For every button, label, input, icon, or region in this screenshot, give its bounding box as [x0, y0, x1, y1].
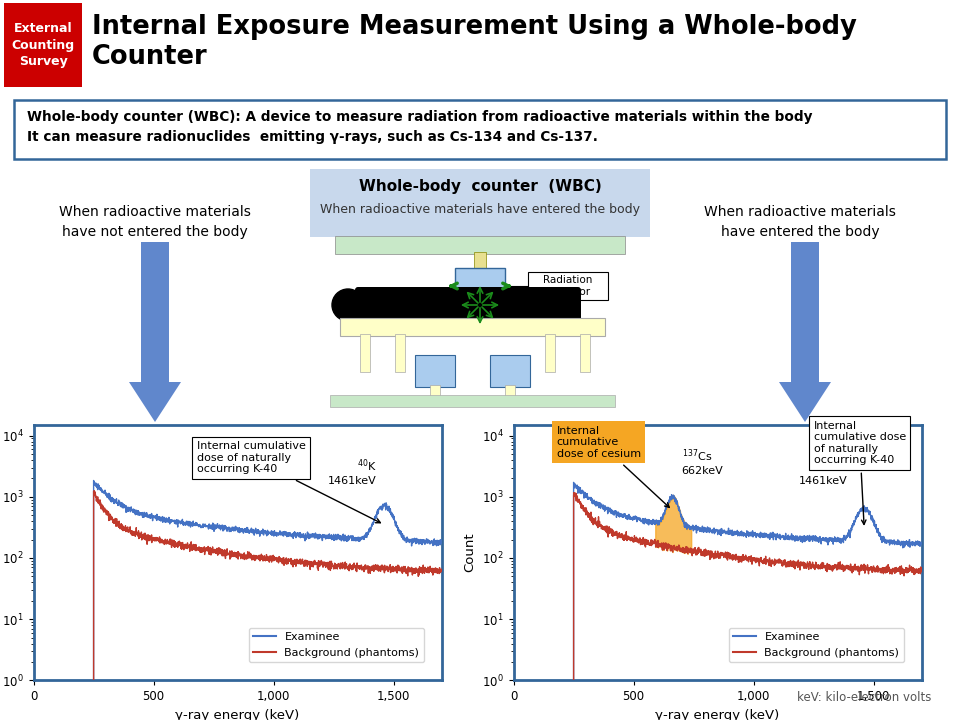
FancyBboxPatch shape: [4, 3, 82, 87]
Text: When radioactive materials
have not entered the body: When radioactive materials have not ente…: [60, 205, 251, 239]
Text: Whole-body  counter  (WBC): Whole-body counter (WBC): [359, 179, 601, 194]
Legend: Examinee, Background (phantoms): Examinee, Background (phantoms): [729, 628, 903, 662]
Text: $^{40}$K
1461keV: $^{40}$K 1461keV: [328, 458, 376, 486]
Circle shape: [332, 289, 364, 321]
X-axis label: γ-ray energy (keV): γ-ray energy (keV): [656, 708, 780, 720]
Text: Internal
cumulative dose
of naturally
occurring K-40: Internal cumulative dose of naturally oc…: [813, 420, 906, 524]
FancyBboxPatch shape: [415, 355, 455, 387]
FancyBboxPatch shape: [455, 268, 505, 304]
FancyBboxPatch shape: [545, 334, 555, 372]
Text: Internal Exposure Measurement Using a Whole-body
Counter: Internal Exposure Measurement Using a Wh…: [92, 14, 856, 70]
FancyBboxPatch shape: [528, 272, 608, 300]
FancyBboxPatch shape: [474, 252, 486, 292]
FancyBboxPatch shape: [141, 242, 169, 382]
FancyBboxPatch shape: [395, 334, 405, 372]
Text: External
Counting
Survey: External Counting Survey: [12, 22, 75, 68]
FancyBboxPatch shape: [580, 334, 590, 372]
FancyBboxPatch shape: [791, 242, 819, 382]
Text: When radioactive materials have entered the body: When radioactive materials have entered …: [320, 204, 640, 217]
FancyBboxPatch shape: [340, 318, 605, 336]
Polygon shape: [129, 382, 181, 422]
FancyBboxPatch shape: [335, 236, 625, 254]
Text: $^{40}$K
1461keV: $^{40}$K 1461keV: [799, 458, 847, 486]
Text: When radioactive materials
have entered the body: When radioactive materials have entered …: [704, 205, 896, 239]
Text: Internal cumulative
dose of naturally
occurring K-40: Internal cumulative dose of naturally oc…: [197, 441, 380, 523]
X-axis label: γ-ray energy (keV): γ-ray energy (keV): [176, 708, 300, 720]
FancyBboxPatch shape: [14, 100, 946, 159]
Polygon shape: [779, 382, 831, 422]
Text: keV: kilo-electron volts: keV: kilo-electron volts: [797, 691, 931, 704]
Text: Internal
cumulative
dose of cesium: Internal cumulative dose of cesium: [557, 426, 669, 508]
Text: Radiation
detector: Radiation detector: [543, 275, 592, 297]
FancyBboxPatch shape: [310, 169, 650, 237]
FancyBboxPatch shape: [490, 355, 530, 387]
FancyBboxPatch shape: [330, 395, 615, 407]
Legend: Examinee, Background (phantoms): Examinee, Background (phantoms): [249, 628, 423, 662]
FancyBboxPatch shape: [355, 287, 581, 323]
FancyBboxPatch shape: [430, 385, 440, 397]
Y-axis label: Count: Count: [464, 533, 476, 572]
FancyBboxPatch shape: [505, 385, 515, 397]
Text: Whole-body counter (WBC): A device to measure radiation from radioactive materia: Whole-body counter (WBC): A device to me…: [27, 110, 812, 144]
Text: $^{137}$Cs
662keV: $^{137}$Cs 662keV: [682, 448, 723, 476]
FancyBboxPatch shape: [360, 334, 370, 372]
